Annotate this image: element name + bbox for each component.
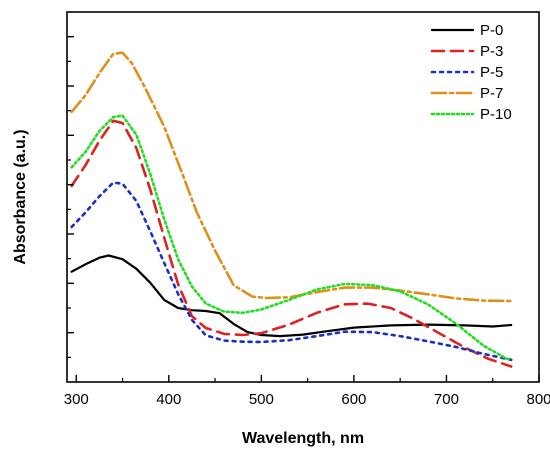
series-line-p-0 xyxy=(70,254,513,338)
legend-item-p-0: P-0 xyxy=(430,22,503,39)
y-axis-title: Absorbance (a.u.) xyxy=(12,129,29,264)
plot-series xyxy=(70,51,513,368)
x-tick-label: 500 xyxy=(249,391,274,408)
x-tick-label: 300 xyxy=(64,391,89,408)
legend-label: P-3 xyxy=(480,43,503,60)
x-tick-label: 400 xyxy=(156,391,181,408)
legend-item-p-10: P-10 xyxy=(430,106,512,123)
plot-frame xyxy=(66,11,540,383)
x-tick-label: 700 xyxy=(434,391,459,408)
legend: P-0 P-3 P-5 P-7 P-10 xyxy=(430,22,512,123)
x-axis-title: Wavelength, nm xyxy=(242,430,364,447)
legend-item-p-3: P-3 xyxy=(430,43,503,60)
legend-label: P-5 xyxy=(480,64,503,81)
y-axis-ticks xyxy=(67,35,74,358)
legend-item-p-5: P-5 xyxy=(430,64,503,81)
legend-item-p-7: P-7 xyxy=(430,85,503,102)
series-line-p-7 xyxy=(70,51,513,303)
series-line-p-10 xyxy=(70,114,513,362)
x-tick-label: 800 xyxy=(526,391,550,408)
series-line-p-5 xyxy=(70,181,513,362)
legend-label: P-10 xyxy=(480,106,512,123)
series-line-p-3 xyxy=(70,119,513,368)
legend-label: P-0 xyxy=(480,22,503,39)
legend-label: P-7 xyxy=(480,85,503,102)
x-tick-label: 600 xyxy=(341,391,366,408)
x-axis-ticks: 300 400 500 600 700 800 xyxy=(64,375,550,408)
